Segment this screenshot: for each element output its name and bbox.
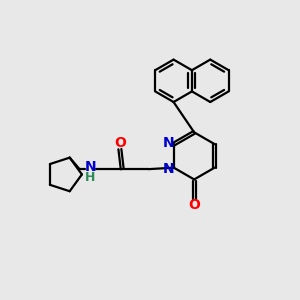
- Text: O: O: [114, 136, 126, 150]
- Text: N: N: [85, 160, 96, 174]
- Text: N: N: [163, 136, 174, 150]
- Text: H: H: [85, 171, 96, 184]
- Text: N: N: [163, 162, 174, 176]
- Text: O: O: [188, 198, 200, 212]
